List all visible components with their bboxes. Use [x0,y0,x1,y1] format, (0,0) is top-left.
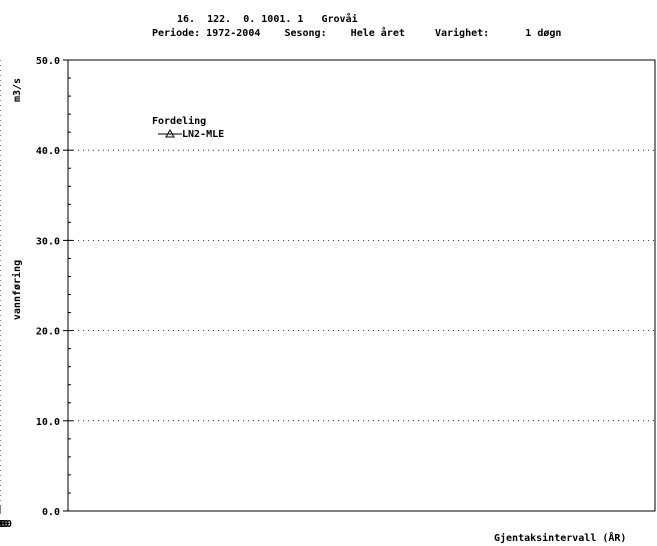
legend-triangle-icon [165,128,175,138]
y-tick-label: 30.0 [36,236,60,247]
y-tick-label: 10.0 [36,417,60,428]
x-tick-label: 1000 [0,519,12,530]
legend-title: Fordeling [152,115,206,127]
x-tick-label: 2 [0,519,3,530]
legend: Fordeling LN2-MLE [152,115,224,140]
x-tick-label: 5 [0,519,3,530]
grid [0,60,655,511]
x-tick-label: 20 [0,519,6,530]
header-line-2: Periode: 1972-2004 Sesong: Hele året Var… [152,26,561,39]
plot-frame [67,59,656,512]
y-axis: 0.0 10.0 20.0 30.0 40.0 50.0 [36,56,73,518]
y-axis-label: vannføring [11,260,23,320]
y-tick-label: 40.0 [36,146,60,157]
y-unit-label: m3/s [12,78,23,102]
header-line-1: 16. 122. 0. 1001. 1 Grovåi [177,12,358,25]
x-tick-label: 200 [0,519,9,530]
plot-border [67,59,656,512]
y-tick-label: 50.0 [36,56,60,67]
x-tick-label: 50 [0,519,6,530]
x-axis-label: Gjentaksintervall (ÅR) [494,531,626,544]
x-tick-label: 500 [0,519,9,530]
y-tick-label: 20.0 [36,327,60,338]
x-axis: 251020501002005001000 [0,505,12,530]
x-tick-label: 10 [0,519,6,530]
legend-entry: LN2-MLE [182,129,224,140]
y-tick-label: 0.0 [42,507,60,518]
x-tick-label: 100 [0,519,9,530]
